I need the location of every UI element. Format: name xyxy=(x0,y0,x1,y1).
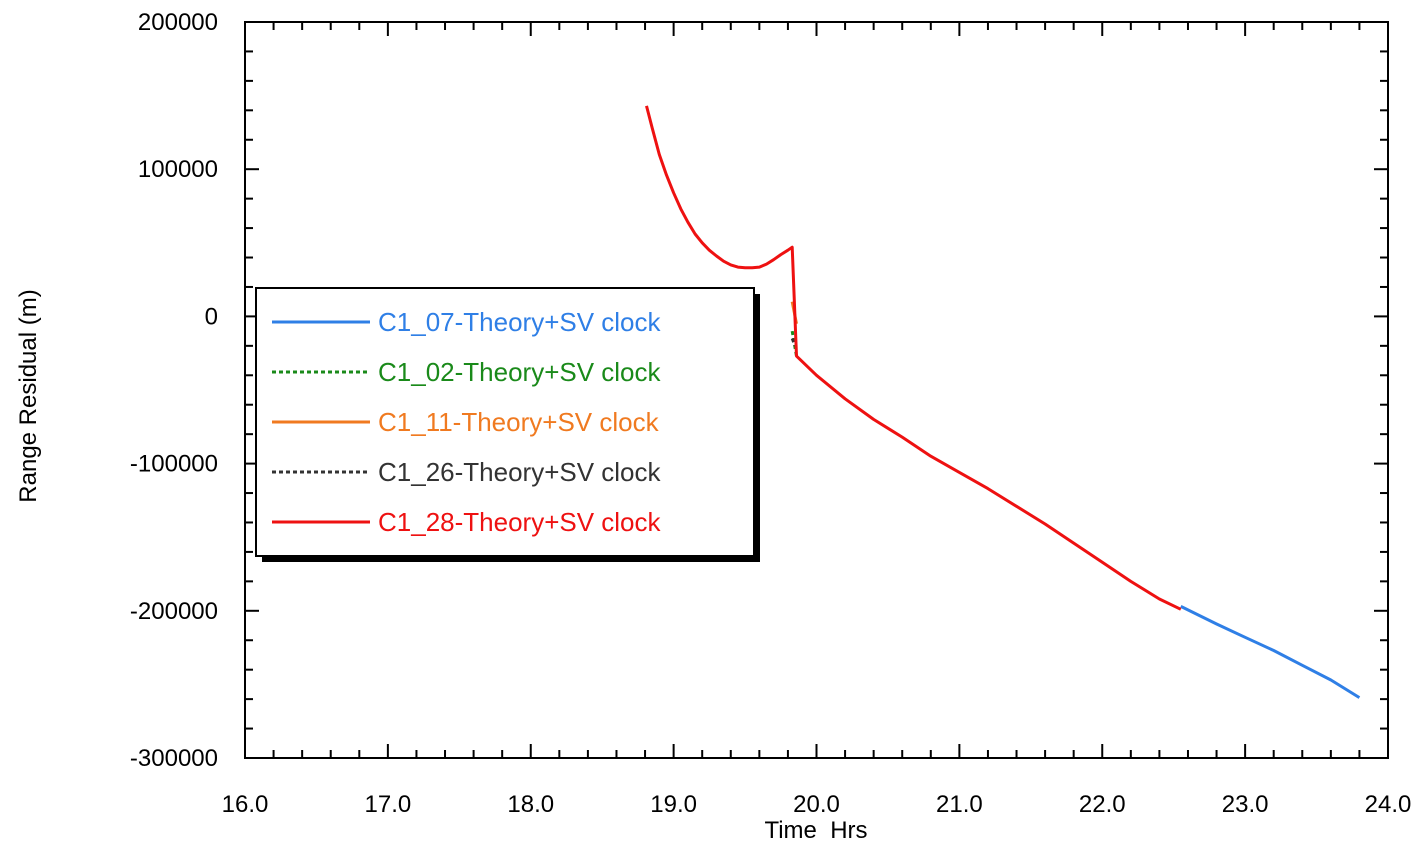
legend-items: C1_07-Theory+SV clock C1_02-Theory+SV clo… xyxy=(272,307,662,537)
y-tick-label: 100000 xyxy=(138,156,218,183)
y-tick-label: -300000 xyxy=(130,745,218,772)
y-axis-label: Range Residual (m) xyxy=(15,289,42,502)
x-tick-label: 23.0 xyxy=(1222,791,1269,818)
legend: C1_07-Theory+SV clock C1_02-Theory+SV clo… xyxy=(255,287,760,562)
y-tick-label: -100000 xyxy=(130,451,218,478)
x-tick-label: 21.0 xyxy=(936,791,983,818)
x-tick-label: 19.0 xyxy=(650,791,697,818)
x-axis-label: Time_Hrs xyxy=(764,817,867,841)
y-tick-label: 0 xyxy=(205,303,218,330)
x-tick-label: 18.0 xyxy=(507,791,554,818)
x-tick-label: 22.0 xyxy=(1079,791,1126,818)
plot-frame xyxy=(244,21,1389,759)
legend-label: C1_28-Theory+SV clock xyxy=(378,507,662,537)
series-line-4 xyxy=(790,337,797,347)
y-tick-label: 200000 xyxy=(138,9,218,36)
x-tick-label: 20.0 xyxy=(793,791,840,818)
x-tick-label: 16.0 xyxy=(222,791,269,818)
legend-label: C1_26-Theory+SV clock xyxy=(378,457,662,487)
legend-label: C1_07-Theory+SV clock xyxy=(378,307,662,337)
tick-labels: 16.0 17.0 18.0 19.0 20.0 21.0 22.0 23.0 24.0 2000… xyxy=(130,9,1411,818)
x-tick-label: 24.0 xyxy=(1365,791,1412,818)
series-line-5 xyxy=(645,105,1182,611)
series-lines xyxy=(645,105,1361,699)
y-tick-label: -200000 xyxy=(130,598,218,625)
x-tick-label: 17.0 xyxy=(365,791,412,818)
legend-label: C1_02-Theory+SV clock xyxy=(378,357,662,387)
legend-label: C1_11-Theory+SV clock xyxy=(378,407,660,437)
series-line-1 xyxy=(1180,605,1361,699)
